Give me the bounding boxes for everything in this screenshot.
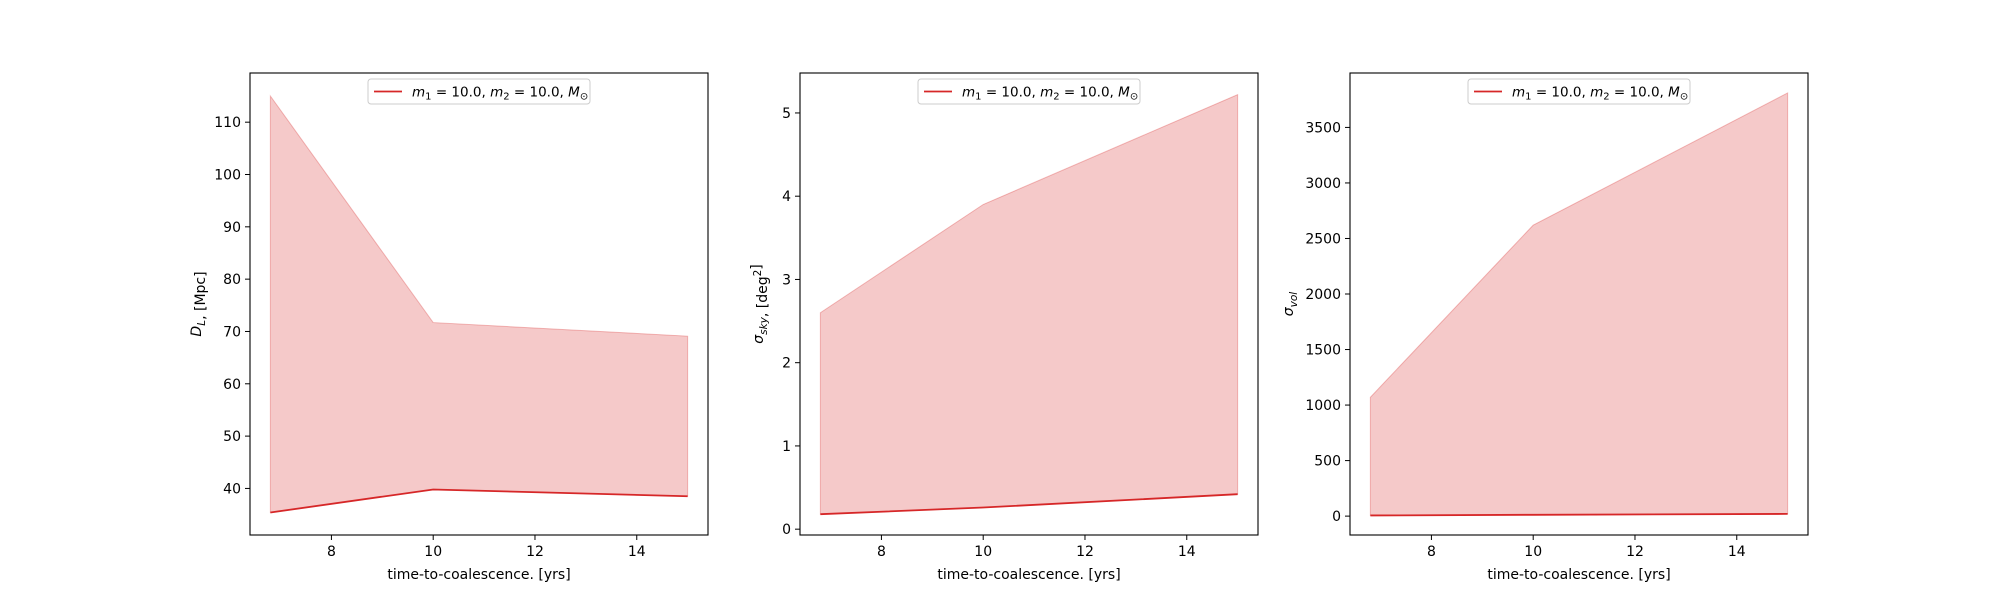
confidence-band — [1369, 92, 1789, 516]
y-tick-label: 3000 — [1305, 176, 1341, 192]
y-tick-label: 70 — [223, 324, 241, 340]
x-tick-label: 12 — [1626, 544, 1644, 560]
legend-label: m1 = 10.0, m2 = 10.0, M⊙ — [962, 85, 1138, 103]
x-tick-label: 14 — [1728, 544, 1746, 560]
x-axis-label: time-to-coalescence. [yrs] — [937, 567, 1120, 583]
x-tick-label: 14 — [628, 544, 646, 560]
x-tick-label: 10 — [1524, 544, 1542, 560]
confidence-band — [269, 94, 689, 514]
y-tick-label: 4 — [782, 189, 791, 205]
y-tick-label: 50 — [223, 429, 241, 445]
y-tick-label: 110 — [214, 115, 241, 131]
chart-panel-3: 8 10 12 14 0 500 1000 1500 2000 2500 3000 3500 time-… — [1281, 72, 1809, 583]
y-tick-label: 90 — [223, 220, 241, 236]
legend: m1 = 10.0, m2 = 10.0, M⊙ — [367, 78, 591, 105]
y-axis-label: σvol — [1281, 292, 1300, 317]
y-tick-label: 60 — [223, 377, 241, 393]
confidence-band — [819, 93, 1239, 515]
axes-frame — [249, 72, 709, 536]
y-tick-label: 2 — [782, 356, 791, 372]
y-tick-label: 3500 — [1305, 120, 1341, 136]
legend-box — [917, 78, 1141, 105]
x-axis-label: time-to-coalescence. [yrs] — [1487, 567, 1670, 583]
x-tick-label: 8 — [877, 544, 886, 560]
legend: m1 = 10.0, m2 = 10.0, M⊙ — [1467, 78, 1691, 105]
y-axis-label: DL, [Mpc] — [189, 271, 209, 336]
x-tick-label: 8 — [327, 544, 336, 560]
y-tick-label: 2500 — [1305, 231, 1341, 247]
chart-panel-1: 8 10 12 14 40 50 60 70 80 90 100 110 time-to-coalesc… — [189, 72, 709, 583]
y-tick-label: 80 — [223, 272, 241, 288]
y-tick-label: 5 — [782, 106, 791, 122]
x-axis-label: time-to-coalescence. [yrs] — [387, 567, 570, 583]
y-tick-label: 2000 — [1305, 287, 1341, 303]
x-tick-label: 10 — [424, 544, 442, 560]
y-tick-label: 40 — [223, 481, 241, 497]
legend-label: m1 = 10.0, m2 = 10.0, M⊙ — [1512, 85, 1688, 103]
x-tick-label: 8 — [1427, 544, 1436, 560]
legend-label: m1 = 10.0, m2 = 10.0, M⊙ — [412, 85, 588, 103]
y-tick-label: 100 — [214, 168, 241, 184]
axes-frame — [799, 72, 1259, 536]
y-tick-label: 0 — [1332, 509, 1341, 525]
y-tick-label: 0 — [782, 522, 791, 538]
y-axis-label: σsky, [deg2] — [749, 264, 771, 344]
legend: m1 = 10.0, m2 = 10.0, M⊙ — [917, 78, 1141, 105]
x-tick-label: 14 — [1178, 544, 1196, 560]
x-tick-label: 10 — [974, 544, 992, 560]
legend-box — [1467, 78, 1691, 105]
x-tick-label: 12 — [1076, 544, 1094, 560]
legend-box — [367, 78, 591, 105]
y-tick-label: 1 — [782, 439, 791, 455]
y-tick-label: 500 — [1314, 454, 1341, 470]
y-tick-label: 1000 — [1305, 398, 1341, 414]
axes-frame — [1349, 72, 1809, 536]
x-tick-label: 12 — [526, 544, 544, 560]
y-tick-label: 3 — [782, 272, 791, 288]
y-tick-label: 1500 — [1305, 343, 1341, 359]
